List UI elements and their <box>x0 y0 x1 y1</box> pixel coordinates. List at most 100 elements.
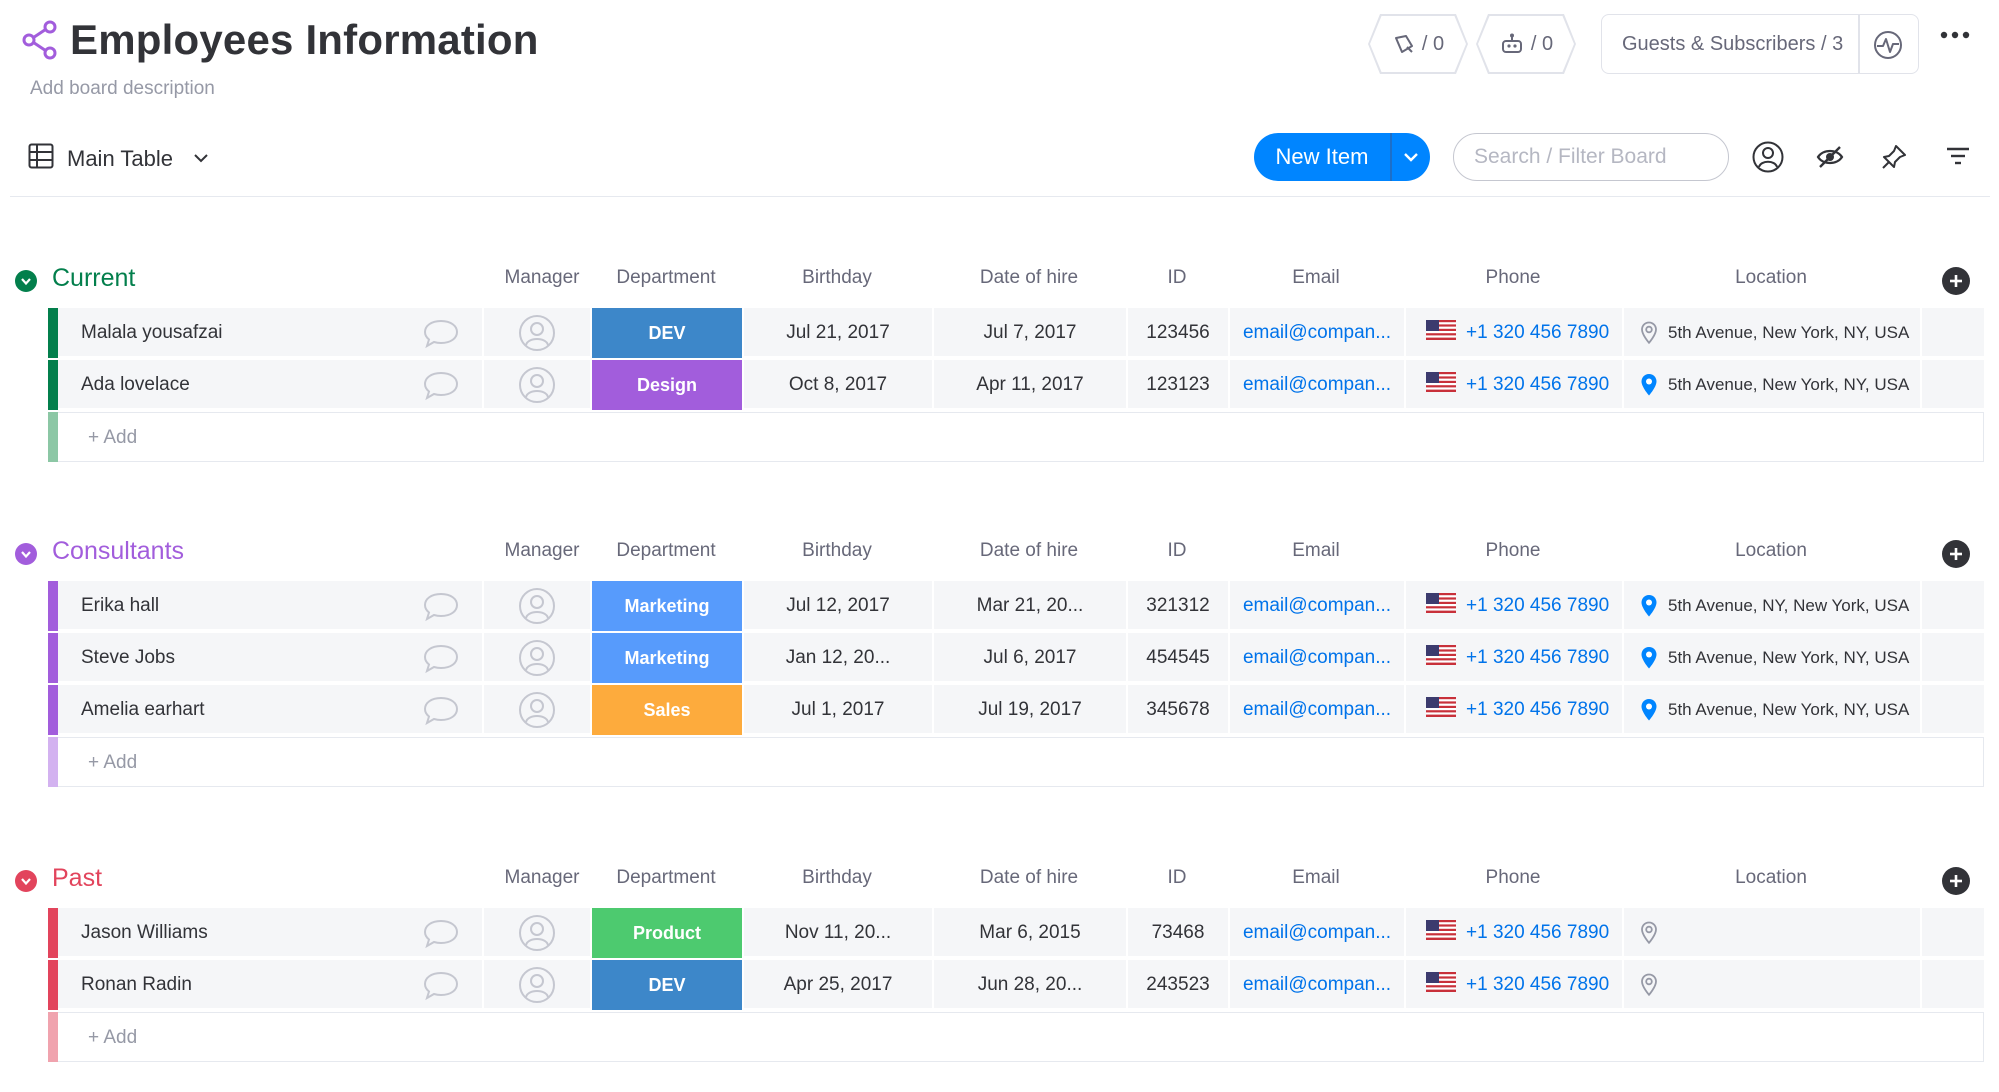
location-cell[interactable]: 5th Avenue, New York, NY, USA <box>1622 633 1920 683</box>
column-header-hire[interactable]: Date of hire <box>979 540 1079 561</box>
share-icon[interactable] <box>22 20 58 60</box>
email-link[interactable]: email@compan... <box>1228 908 1404 958</box>
column-header-manager[interactable]: Manager <box>504 267 580 288</box>
item-name[interactable]: Malala yousafzai <box>81 322 223 343</box>
column-header-id[interactable]: ID <box>1167 867 1187 888</box>
column-header-manager[interactable]: Manager <box>504 867 580 888</box>
id-cell[interactable]: 454545 <box>1126 633 1228 683</box>
activity-icon[interactable] <box>1872 29 1904 61</box>
chat-bubble-icon[interactable] <box>422 970 460 1007</box>
chat-bubble-icon[interactable] <box>422 643 460 680</box>
column-header-location[interactable]: Location <box>1735 540 1807 561</box>
chat-bubble-icon[interactable] <box>422 695 460 732</box>
phone-link[interactable]: +1 320 456 7890 <box>1466 374 1610 395</box>
department-label[interactable]: Marketing <box>590 581 742 631</box>
add-item-row[interactable]: + Add <box>48 736 1984 787</box>
department-label[interactable]: DEV <box>590 960 742 1010</box>
email-link[interactable]: email@compan... <box>1228 633 1404 683</box>
location-cell[interactable]: 5th Avenue, NY, New York, USA <box>1622 581 1920 631</box>
guests-subscribers-button[interactable]: Guests & Subscribers / 3 <box>1601 14 1919 74</box>
hire-date-cell[interactable]: Jul 19, 2017 <box>932 685 1126 735</box>
column-header-phone[interactable]: Phone <box>1485 867 1541 888</box>
column-header-phone[interactable]: Phone <box>1485 540 1541 561</box>
column-header-manager[interactable]: Manager <box>504 540 580 561</box>
manager-avatar-icon[interactable] <box>482 308 590 358</box>
chat-bubble-icon[interactable] <box>422 591 460 628</box>
add-item-label[interactable]: + Add <box>88 427 138 448</box>
hire-date-cell[interactable]: Apr 11, 2017 <box>932 360 1126 410</box>
location-cell[interactable]: 5th Avenue, New York, NY, USA <box>1622 685 1920 735</box>
column-header-birthday[interactable]: Birthday <box>802 267 872 288</box>
item-name[interactable]: Erika hall <box>81 595 160 616</box>
person-filter-icon[interactable] <box>1751 140 1785 174</box>
item-name[interactable]: Steve Jobs <box>81 647 175 668</box>
manager-avatar-icon[interactable] <box>482 685 590 735</box>
add-item-label[interactable]: + Add <box>88 1027 138 1048</box>
add-column-button[interactable] <box>1942 540 1970 568</box>
pin-icon[interactable] <box>1880 143 1908 171</box>
filter-icon[interactable] <box>1945 146 1971 166</box>
table-row[interactable]: Erika hall Marketing Jul 12, 2017 Mar 21, 2… <box>48 581 1984 631</box>
new-item-dropdown[interactable] <box>1392 151 1431 163</box>
phone-cell[interactable]: +1 320 456 7890 <box>1404 308 1622 358</box>
chat-bubble-icon[interactable] <box>422 918 460 955</box>
location-cell[interactable]: 5th Avenue, New York, NY, USA <box>1622 360 1920 410</box>
add-column-button[interactable] <box>1942 267 1970 295</box>
group-collapse-toggle[interactable] <box>15 270 37 292</box>
department-label[interactable]: Sales <box>590 685 742 735</box>
column-header-hire[interactable]: Date of hire <box>979 267 1079 288</box>
id-cell[interactable]: 243523 <box>1126 960 1228 1010</box>
more-options-icon[interactable] <box>1940 30 1970 40</box>
updates-button[interactable]: / 0 <box>1368 14 1468 74</box>
column-header-location[interactable]: Location <box>1735 267 1807 288</box>
automations-button[interactable]: / 0 <box>1476 14 1576 74</box>
manager-avatar-icon[interactable] <box>482 360 590 410</box>
add-item-row[interactable]: + Add <box>48 1011 1984 1062</box>
hire-date-cell[interactable]: Jun 28, 20... <box>932 960 1126 1010</box>
department-label[interactable]: Design <box>590 360 742 410</box>
location-cell[interactable] <box>1622 960 1920 1010</box>
email-link[interactable]: email@compan... <box>1228 960 1404 1010</box>
phone-cell[interactable]: +1 320 456 7890 <box>1404 960 1622 1010</box>
column-header-birthday[interactable]: Birthday <box>802 867 872 888</box>
column-header-email[interactable]: Email <box>1292 867 1340 888</box>
group-collapse-toggle[interactable] <box>15 543 37 565</box>
item-name-cell[interactable]: Jason Williams <box>58 908 482 958</box>
phone-cell[interactable]: +1 320 456 7890 <box>1404 908 1622 958</box>
search-input[interactable] <box>1453 133 1729 181</box>
phone-cell[interactable]: +1 320 456 7890 <box>1404 633 1622 683</box>
column-header-department[interactable]: Department <box>616 540 716 561</box>
phone-cell[interactable]: +1 320 456 7890 <box>1404 581 1622 631</box>
email-link[interactable]: email@compan... <box>1228 581 1404 631</box>
table-row[interactable]: Malala yousafzai DEV Jul 21, 2017 Jul 7, 20… <box>48 308 1984 358</box>
email-link[interactable]: email@compan... <box>1228 685 1404 735</box>
add-item-row[interactable]: + Add <box>48 411 1984 462</box>
id-cell[interactable]: 123123 <box>1126 360 1228 410</box>
board-title[interactable]: Employees Information <box>70 16 539 63</box>
board-description[interactable]: Add board description <box>30 78 215 99</box>
chevron-down-icon[interactable] <box>193 152 209 164</box>
id-cell[interactable]: 73468 <box>1126 908 1228 958</box>
department-label[interactable]: Marketing <box>590 633 742 683</box>
column-header-phone[interactable]: Phone <box>1485 267 1541 288</box>
group-title[interactable]: Current <box>52 264 136 292</box>
id-cell[interactable]: 321312 <box>1126 581 1228 631</box>
hire-date-cell[interactable]: Mar 21, 20... <box>932 581 1126 631</box>
view-selector[interactable]: Main Table <box>67 146 173 171</box>
table-row[interactable]: Ronan Radin DEV Apr 25, 2017 Jun 28, 20... 2… <box>48 960 1984 1010</box>
phone-link[interactable]: +1 320 456 7890 <box>1466 922 1610 943</box>
manager-avatar-icon[interactable] <box>482 908 590 958</box>
birthday-cell[interactable]: Oct 8, 2017 <box>742 360 932 410</box>
phone-link[interactable]: +1 320 456 7890 <box>1466 699 1610 720</box>
hire-date-cell[interactable]: Jul 6, 2017 <box>932 633 1126 683</box>
id-cell[interactable]: 345678 <box>1126 685 1228 735</box>
item-name[interactable]: Amelia earhart <box>81 699 205 720</box>
group-title[interactable]: Past <box>52 864 103 892</box>
birthday-cell[interactable]: Jan 12, 20... <box>742 633 932 683</box>
phone-cell[interactable]: +1 320 456 7890 <box>1404 360 1622 410</box>
item-name-cell[interactable]: Steve Jobs <box>58 633 482 683</box>
column-header-id[interactable]: ID <box>1167 540 1187 561</box>
location-cell[interactable] <box>1622 908 1920 958</box>
add-column-button[interactable] <box>1942 867 1970 895</box>
column-header-birthday[interactable]: Birthday <box>802 540 872 561</box>
